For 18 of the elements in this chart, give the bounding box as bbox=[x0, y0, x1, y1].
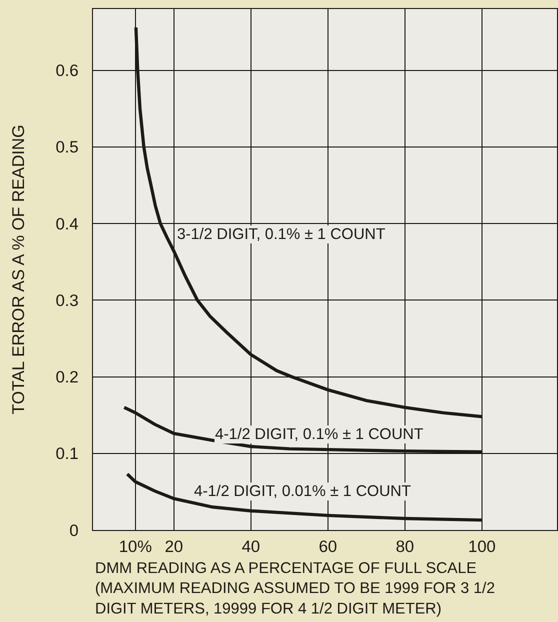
y-tick-label: 0 bbox=[69, 522, 79, 540]
x-tick-label: 40 bbox=[242, 538, 260, 556]
y-tick-label: 0.3 bbox=[56, 292, 79, 310]
series-label: 4-1/2 DIGIT, 0.01% ± 1 COUNT bbox=[194, 483, 412, 500]
y-tick-label: 0.1 bbox=[56, 445, 79, 464]
x-tick-label: 100 bbox=[468, 538, 496, 556]
x-tick-label: 20 bbox=[164, 538, 184, 556]
x-axis-title: DMM READING AS A PERCENTAGE OF FULL SCALE (MAXIMUM READING ASSUMED TO BE 1999 FOR 3 1/2 DIGIT METERS, 19999 FOR 4 1/2 DIGIT METER) bbox=[95, 560, 495, 618]
x-tick-label: 80 bbox=[396, 538, 414, 556]
series-label: 4-1/2 DIGIT, 0.1% ± 1 COUNT bbox=[215, 426, 424, 443]
series-label: 3-1/2 DIGIT, 0.1% ± 1 COUNT bbox=[177, 226, 386, 243]
y-axis-title: TOTAL ERROR AS A % OF READING bbox=[9, 124, 28, 414]
y-tick-label: 0.2 bbox=[56, 368, 79, 387]
y-tick-label: 0.6 bbox=[56, 62, 79, 80]
y-tick-label: 0.5 bbox=[56, 138, 79, 157]
x-tick-label: 10% bbox=[118, 538, 152, 556]
x-tick-label: 60 bbox=[318, 538, 338, 556]
y-tick-label: 0.4 bbox=[56, 215, 79, 234]
